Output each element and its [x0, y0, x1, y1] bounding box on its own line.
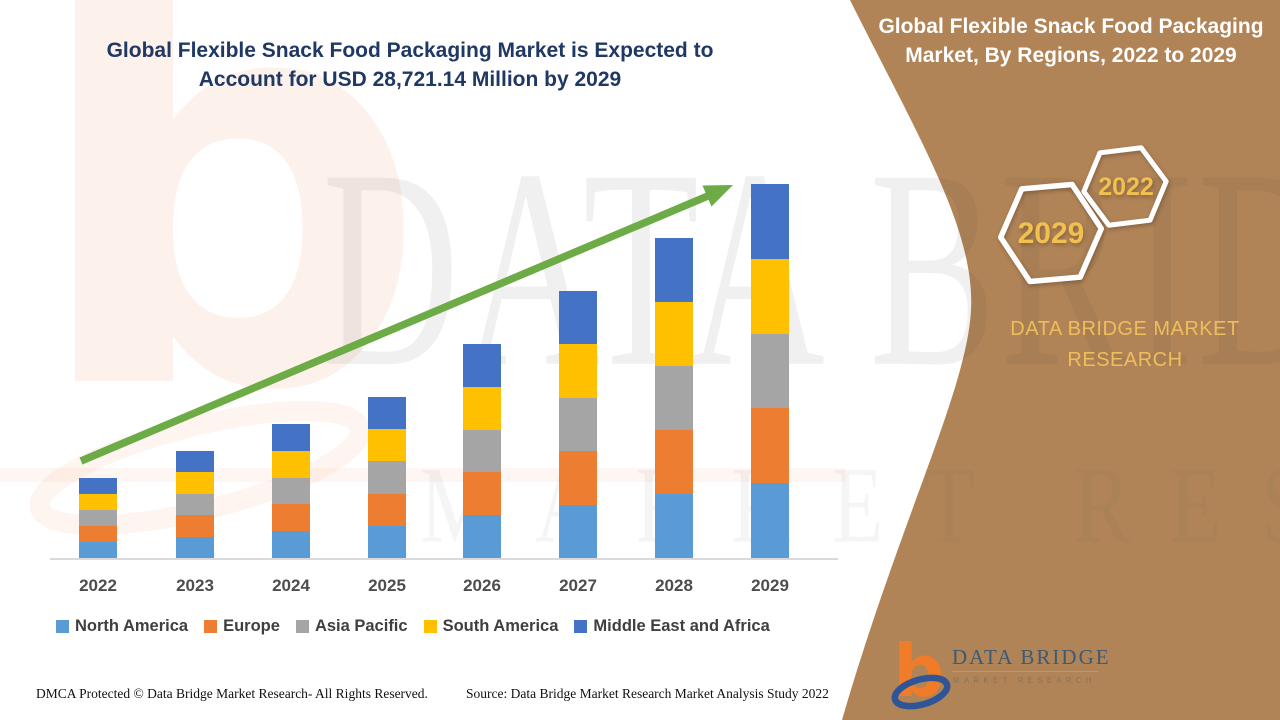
legend-label: Asia Pacific [314, 617, 408, 635]
bar-segment-2027-middle-east-and-africa [559, 291, 597, 345]
bar-segment-2022-asia-pacific [79, 510, 117, 527]
stacked-bar-2024 [272, 424, 310, 558]
bar-segment-2023-south-america [176, 472, 214, 494]
panel-brand-line1: DATA BRIDGE MARKET [1010, 318, 1240, 340]
year-label-2028: 2028 [655, 576, 693, 595]
legend-item-asia-pacific: Asia Pacific [295, 617, 408, 636]
legend-item-europe: Europe [204, 617, 280, 636]
bar-segment-2025-south-america [368, 429, 406, 462]
bar-segment-2027-north-america [559, 504, 597, 558]
year-label-2026: 2026 [463, 576, 501, 595]
legend-marker-icon [204, 620, 218, 633]
stacked-bar-2025 [368, 397, 406, 558]
panel-title: Global Flexible Snack Food Packaging Mar… [870, 12, 1272, 70]
stacked-bar-2028 [655, 238, 693, 558]
bar-segment-2029-europe [751, 408, 789, 484]
bar-segment-2027-south-america [559, 344, 597, 398]
stacked-bar-2026 [463, 344, 501, 558]
bar-segment-2028-asia-pacific [655, 366, 693, 430]
bar-segment-2029-asia-pacific [751, 333, 789, 409]
legend-marker-icon [423, 620, 437, 633]
legend-marker-icon [574, 620, 588, 633]
bar-segment-2024-asia-pacific [272, 477, 310, 505]
bar-segment-2024-europe [272, 504, 310, 532]
footer-source-text: Source: Data Bridge Market Research Mark… [466, 686, 829, 701]
stacked-bar-2022 [79, 478, 117, 558]
bar-segment-2024-south-america [272, 450, 310, 478]
bar-segment-2026-europe [463, 472, 501, 516]
bar-segment-2028-middle-east-and-africa [655, 238, 693, 302]
legend-label: North America [75, 617, 189, 635]
bar-segment-2025-north-america [368, 525, 406, 558]
year-label-2029: 2029 [751, 576, 789, 595]
hexagon-2029-label: 2029 [1018, 217, 1085, 250]
dbmr-logo-icon: b [891, 632, 951, 712]
panel-title-line2: Market, By Regions, 2022 to 2029 [905, 44, 1237, 67]
bar-segment-2026-asia-pacific [463, 429, 501, 473]
legend-item-north-america: North America [56, 617, 188, 636]
bar-segment-2029-north-america [751, 483, 789, 558]
legend-label: Europe [223, 617, 280, 635]
stacked-bar-2023 [176, 451, 214, 558]
year-label-2027: 2027 [559, 576, 597, 595]
chart-title-line2: Account for USD 28,721.14 Million by 202… [198, 68, 622, 91]
bar-segment-2028-europe [655, 430, 693, 494]
stacked-bar-2029 [751, 184, 789, 558]
chart-title-line1: Global Flexible Snack Food Packaging Mar… [106, 39, 714, 62]
legend-label: South America [442, 617, 559, 635]
bar-segment-2026-south-america [463, 386, 501, 430]
bar-segment-2025-middle-east-and-africa [368, 397, 406, 430]
hexagon-2022-label: 2022 [1098, 173, 1154, 201]
chart-title: Global Flexible Snack Food Packaging Mar… [60, 36, 760, 94]
bar-segment-2022-north-america [79, 542, 117, 558]
bar-segment-2025-europe [368, 493, 406, 526]
chart-legend: North America Europe Asia Pacific South Ame… [56, 617, 770, 636]
x-axis-line [50, 558, 838, 560]
bar-segment-2022-middle-east-and-africa [79, 478, 117, 495]
bar-segment-2028-south-america [655, 302, 693, 366]
bar-segment-2023-asia-pacific [176, 493, 214, 516]
bar-chart-plot [50, 170, 840, 558]
bar-segment-2024-middle-east-and-africa [272, 424, 310, 451]
bar-segment-2022-south-america [79, 494, 117, 511]
bar-segment-2025-asia-pacific [368, 461, 406, 494]
panel-brand-line2: RESEARCH [1067, 349, 1183, 371]
logo-brand-subtitle: MARKET RESEARCH [953, 676, 1096, 685]
bar-segment-2026-middle-east-and-africa [463, 344, 501, 387]
logo-underline [952, 671, 1098, 672]
legend-item-south-america: South America [423, 617, 559, 636]
bar-segment-2028-north-america [655, 494, 693, 558]
stacked-bar-2027 [559, 291, 597, 558]
bar-segment-2026-north-america [463, 515, 501, 558]
bar-segment-2029-south-america [751, 258, 789, 334]
bar-segment-2027-europe [559, 451, 597, 505]
hexagon-badges: 2022 2029 [997, 145, 1169, 285]
logo-swoosh [891, 674, 951, 710]
hexagon-2029-icon [997, 181, 1105, 285]
legend-item-middle-east-and-africa: Middle East and Africa [574, 617, 770, 636]
bar-segment-2023-europe [176, 515, 214, 537]
hexagon-2022-icon [1081, 145, 1169, 228]
panel-title-line1: Global Flexible Snack Food Packaging [878, 15, 1264, 38]
year-label-2022: 2022 [79, 576, 117, 595]
panel-brand-text: DATA BRIDGE MARKET RESEARCH [990, 314, 1260, 376]
bar-segment-2029-middle-east-and-africa [751, 184, 789, 259]
bar-segment-2023-middle-east-and-africa [176, 451, 214, 473]
year-label-2025: 2025 [368, 576, 406, 595]
legend-marker-icon [56, 620, 69, 633]
bar-segment-2022-europe [79, 526, 117, 543]
bar-segment-2024-north-america [272, 531, 310, 558]
year-label-2023: 2023 [176, 576, 214, 595]
year-label-2024: 2024 [272, 576, 310, 595]
bar-segment-2027-asia-pacific [559, 397, 597, 452]
legend-label: Middle East and Africa [593, 617, 770, 635]
bar-segment-2023-north-america [176, 536, 214, 558]
footer-dmca-text: DMCA Protected © Data Bridge Market Rese… [36, 686, 428, 701]
legend-marker-icon [295, 620, 309, 633]
logo-brand-name: DATA BRIDGE [952, 645, 1111, 669]
